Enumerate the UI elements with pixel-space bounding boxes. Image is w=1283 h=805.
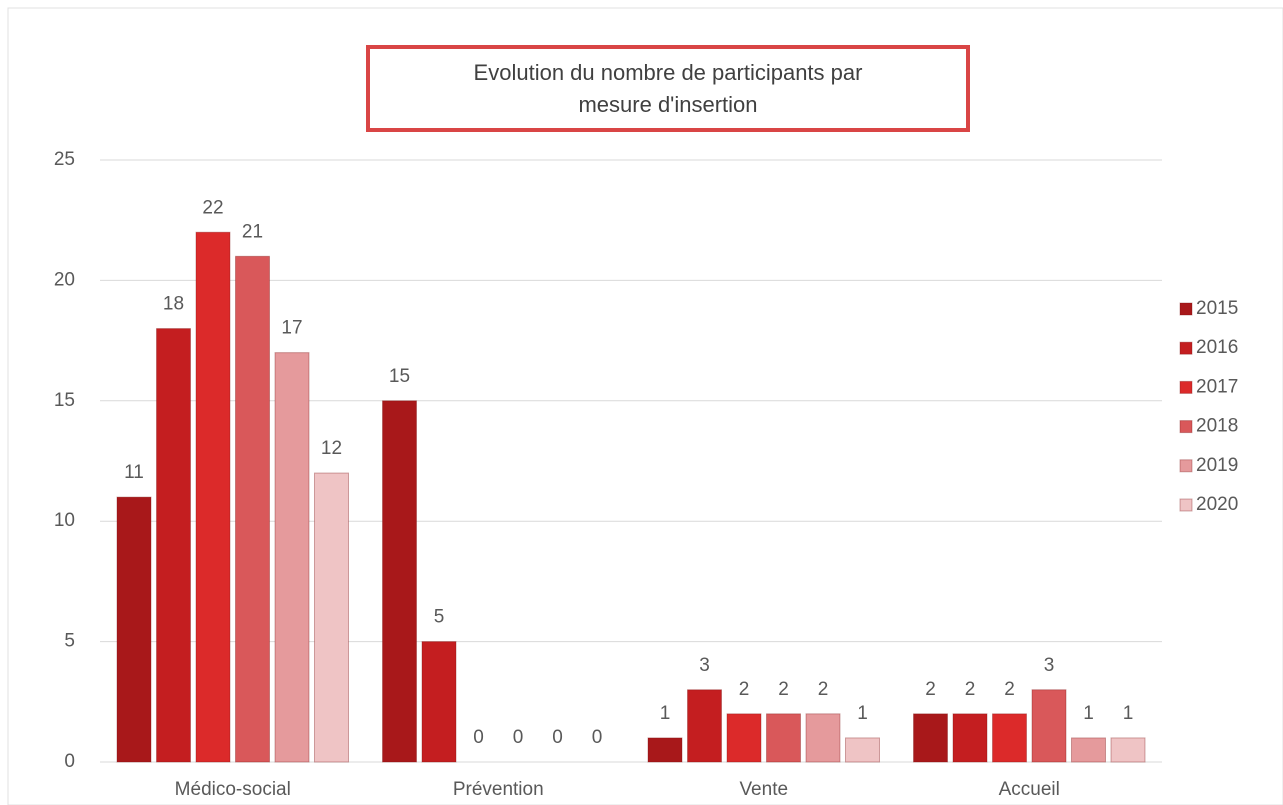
data-label: 0	[552, 727, 563, 748]
data-label: 1	[1083, 703, 1094, 724]
chart-title: Evolution du nombre de participants par …	[473, 59, 863, 117]
bar	[116, 496, 152, 763]
bar	[687, 689, 722, 763]
bar	[235, 255, 270, 763]
y-tick-label: 0	[64, 751, 75, 772]
data-label: 17	[281, 318, 302, 339]
bar	[913, 713, 948, 763]
data-label: 5	[434, 607, 445, 628]
bar	[382, 400, 417, 763]
data-label: 1	[660, 703, 671, 724]
data-label: 21	[242, 221, 263, 242]
data-label: 2	[778, 679, 789, 700]
frame	[7, 7, 1283, 805]
bar	[421, 641, 457, 763]
data-label: 2	[1004, 679, 1015, 700]
bar	[952, 713, 988, 763]
data-label: 0	[473, 727, 484, 748]
legend-swatch	[1179, 498, 1193, 512]
x-tick-label: Accueil	[999, 779, 1060, 800]
bar	[274, 352, 310, 763]
data-label: 2	[965, 679, 976, 700]
legend-label: 2017	[1196, 376, 1238, 397]
bar	[1110, 737, 1146, 763]
data-label: 18	[163, 294, 184, 315]
data-label: 1	[1123, 703, 1134, 724]
data-label: 1	[857, 703, 868, 724]
legend-swatch	[1179, 302, 1193, 316]
legend-swatch	[1179, 420, 1193, 434]
title-box: Evolution du nombre de participants par …	[366, 45, 970, 132]
bar	[314, 472, 349, 763]
bar	[805, 713, 841, 763]
data-label: 2	[925, 679, 936, 700]
bar	[766, 713, 801, 763]
x-tick-label: Médico-social	[175, 779, 291, 800]
y-tick-label: 20	[54, 269, 75, 290]
data-label: 0	[592, 727, 603, 748]
legend-label: 2020	[1196, 494, 1238, 515]
bar	[992, 713, 1027, 763]
y-tick-label: 25	[54, 149, 75, 170]
bar	[1071, 737, 1106, 763]
x-tick-label: Vente	[739, 779, 788, 800]
data-label: 3	[1044, 655, 1055, 676]
bar	[726, 713, 762, 763]
y-tick-label: 10	[54, 510, 75, 531]
legend-swatch	[1179, 380, 1193, 394]
bar	[156, 328, 191, 763]
legend-label: 2019	[1196, 455, 1238, 476]
data-label: 11	[124, 462, 144, 483]
y-tick-label: 15	[54, 390, 75, 411]
legend-swatch	[1179, 459, 1193, 473]
legend-swatch	[1179, 341, 1193, 355]
bar	[647, 737, 683, 763]
data-label: 0	[513, 727, 524, 748]
legend-label: 2016	[1196, 337, 1238, 358]
legend-label: 2018	[1196, 416, 1238, 437]
data-label: 12	[321, 438, 342, 459]
data-label: 22	[202, 197, 223, 218]
data-label: 2	[739, 679, 750, 700]
bar	[845, 737, 880, 763]
bar	[195, 231, 231, 763]
data-label: 3	[699, 655, 710, 676]
data-label: 15	[389, 366, 410, 387]
x-tick-label: Prévention	[453, 779, 544, 800]
legend-label: 2015	[1196, 298, 1238, 319]
data-label: 2	[818, 679, 829, 700]
y-tick-label: 5	[64, 631, 75, 652]
bar	[1031, 689, 1067, 763]
